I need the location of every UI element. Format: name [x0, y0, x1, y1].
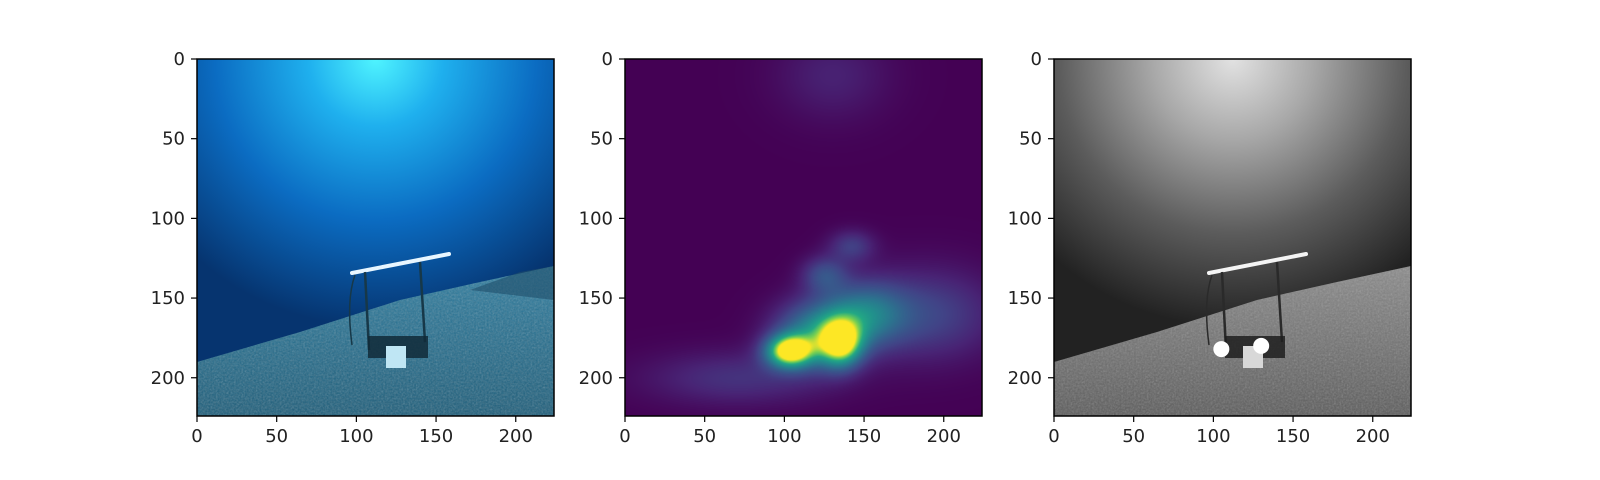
x-tick-label: 50 — [265, 426, 288, 447]
y-tick-label: 0 — [1031, 49, 1042, 70]
y-tick-label: 200 — [579, 368, 613, 389]
underwater-photo — [197, 59, 554, 416]
x-tick-label: 100 — [767, 426, 801, 447]
y-tick-label: 0 — [174, 49, 185, 70]
y-tick-label: 100 — [151, 208, 185, 229]
x-tick-label: 200 — [1356, 426, 1390, 447]
x-tick-label: 50 — [693, 426, 716, 447]
y-tick-label: 100 — [579, 208, 613, 229]
plot-frame — [196, 58, 555, 417]
y-tick-label: 50 — [590, 129, 613, 150]
x-tick-label: 100 — [1196, 426, 1230, 447]
x-tick-label: 200 — [927, 426, 961, 447]
y-tick-label: 50 — [1019, 129, 1042, 150]
heatmap-panel — [624, 58, 983, 417]
photo-panel — [196, 58, 555, 417]
x-tick-label: 0 — [191, 426, 202, 447]
y-tick-label: 150 — [1008, 288, 1042, 309]
x-tick-label: 150 — [1276, 426, 1310, 447]
y-tick-label: 150 — [579, 288, 613, 309]
y-tick-label: 0 — [602, 49, 613, 70]
x-tick-label: 150 — [847, 426, 881, 447]
keypoint-marker — [1213, 341, 1230, 358]
y-tick-label: 100 — [1008, 208, 1042, 229]
x-tick-label: 0 — [619, 426, 630, 447]
y-tick-label: 50 — [162, 129, 185, 150]
keypoint-marker — [1253, 337, 1270, 354]
y-tick-label: 200 — [1008, 368, 1042, 389]
y-tick-label: 200 — [151, 368, 185, 389]
x-tick-label: 0 — [1048, 426, 1059, 447]
grayscale-photo — [1054, 59, 1411, 416]
x-tick-label: 200 — [499, 426, 533, 447]
plot-frame — [1053, 58, 1412, 417]
y-tick-label: 150 — [151, 288, 185, 309]
keypoint-markers — [1213, 337, 1270, 358]
x-tick-label: 150 — [419, 426, 453, 447]
axis-ticks: 0 50 100 150 200 0 50 100 150 200 0 50 100 150 200 0 50 1… — [151, 49, 1390, 447]
plot-frame — [624, 58, 983, 417]
x-tick-label: 100 — [339, 426, 373, 447]
heatmap — [625, 59, 982, 416]
grayscale-panel — [1053, 58, 1412, 417]
x-tick-label: 50 — [1122, 426, 1145, 447]
